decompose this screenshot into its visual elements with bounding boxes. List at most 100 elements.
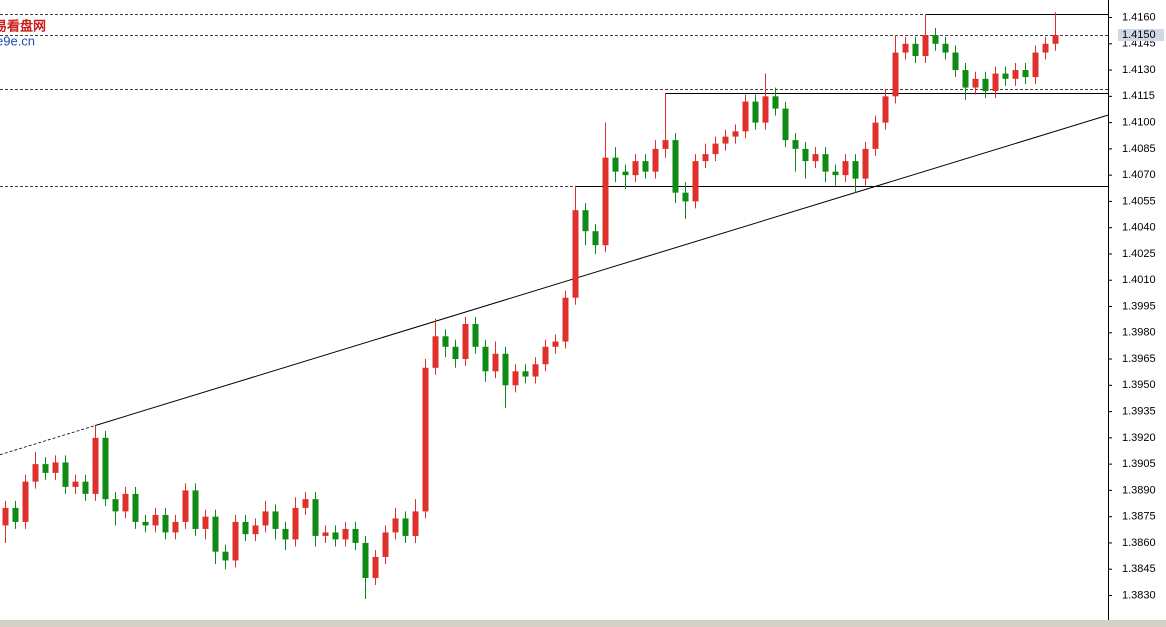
candle-body — [1052, 35, 1059, 44]
candle-body — [272, 511, 279, 529]
candle-body — [572, 210, 579, 298]
candle-body — [732, 131, 739, 137]
candle-body — [302, 499, 309, 508]
candle-body — [602, 157, 609, 246]
y-tick-label: 1.3950 — [1122, 379, 1156, 391]
candle-body — [412, 511, 419, 536]
candle-body — [792, 140, 799, 149]
y-tick-label: 1.3860 — [1122, 537, 1156, 549]
candle-body — [672, 140, 679, 193]
y-tick-label: 1.3995 — [1122, 300, 1156, 312]
candle-body — [492, 353, 499, 372]
candle-body — [952, 52, 959, 71]
candle-body — [352, 528, 359, 543]
candle-body — [222, 551, 229, 561]
candle-body — [882, 96, 889, 123]
y-tick-label: 1.3830 — [1122, 589, 1156, 601]
candle-body — [342, 528, 349, 540]
candle-body — [702, 154, 709, 162]
candle-body — [982, 78, 989, 92]
candle-body — [2, 507, 9, 526]
candle-body — [902, 43, 909, 53]
candle-body — [12, 507, 19, 522]
y-tick-label: 1.3920 — [1122, 432, 1156, 444]
y-tick-label: 1.3935 — [1122, 405, 1156, 417]
candle-body — [892, 52, 899, 97]
candle-body — [582, 210, 589, 232]
candle-body — [172, 521, 179, 533]
candle-body — [1022, 70, 1029, 78]
candle-body — [842, 161, 849, 176]
candle-body — [912, 43, 919, 57]
candle-body — [232, 521, 239, 561]
candle-body — [72, 481, 79, 487]
candle-body — [52, 462, 59, 473]
candle-body — [1032, 52, 1039, 78]
candle-body — [592, 231, 599, 246]
candle-body — [202, 516, 209, 529]
candle-body — [852, 161, 859, 179]
candle-body — [362, 542, 369, 578]
candle-body — [262, 511, 269, 526]
candle-body — [1002, 73, 1009, 79]
candle-body — [802, 148, 809, 162]
candle-body — [642, 161, 649, 172]
candle-body — [932, 35, 939, 44]
candle-body — [422, 367, 429, 512]
candle-body — [502, 353, 509, 386]
y-tick-label: 1.3980 — [1122, 327, 1156, 339]
watermark-site: e9e.cn — [0, 33, 35, 48]
y-tick-label: 1.4025 — [1122, 248, 1156, 260]
candle-body — [722, 136, 729, 144]
candle-body — [992, 73, 999, 92]
candle-body — [442, 336, 449, 347]
candle-body — [522, 371, 529, 377]
candle-body — [612, 157, 619, 172]
candle-body — [322, 532, 329, 536]
candle-body — [562, 297, 569, 342]
candle-body — [22, 481, 29, 522]
candle-body — [242, 521, 249, 535]
candle-body — [622, 171, 629, 176]
candle-body — [862, 148, 869, 179]
candle-body — [402, 518, 409, 536]
y-tick-label: 1.4115 — [1122, 90, 1155, 102]
candle-body — [832, 171, 839, 176]
y-tick-label: 1.4070 — [1122, 169, 1156, 181]
candle-body — [112, 499, 119, 512]
candle-body — [462, 324, 469, 360]
status-bar — [0, 620, 1166, 627]
last-price-box — [1118, 29, 1164, 42]
candle-body — [192, 490, 199, 529]
y-tick-label: 1.4160 — [1122, 11, 1156, 23]
candle-body — [772, 96, 779, 109]
y-tick-label: 1.4040 — [1122, 222, 1156, 234]
candle-body — [552, 341, 559, 347]
candle-body — [382, 532, 389, 557]
candle-body — [92, 437, 99, 494]
trendline-extension — [0, 425, 96, 456]
candle-body — [972, 78, 979, 88]
candle-body — [662, 140, 669, 149]
candle-body — [762, 96, 769, 123]
candle-body — [1012, 70, 1019, 79]
candle-body — [42, 464, 49, 473]
candle-body — [512, 371, 519, 386]
candle-body — [542, 346, 549, 365]
candle-body — [152, 514, 159, 526]
candle-body — [162, 514, 169, 533]
candle-body — [942, 43, 949, 53]
candle-body — [482, 346, 489, 372]
candle-body — [332, 532, 339, 540]
candle-body — [822, 154, 829, 172]
candle-body — [812, 154, 819, 162]
candle-body — [782, 108, 789, 141]
candle-body — [1042, 43, 1049, 53]
candle-body — [82, 481, 89, 494]
candle-body — [282, 528, 289, 540]
y-tick-label: 1.3905 — [1122, 458, 1156, 470]
candle-body — [122, 493, 129, 512]
candle-body — [712, 143, 719, 155]
candle-body — [142, 521, 149, 526]
